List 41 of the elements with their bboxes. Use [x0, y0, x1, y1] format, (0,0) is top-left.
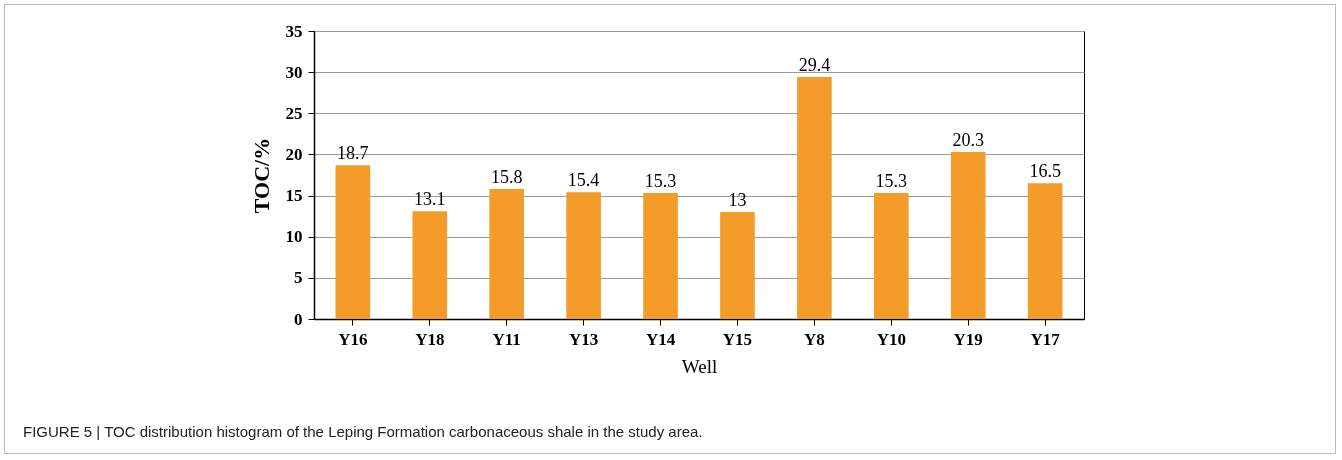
x-tick-label: Y13 [568, 329, 599, 349]
x-tick-label: Y18 [415, 329, 445, 349]
data-label: 15.3 [875, 171, 908, 192]
y-axis-title: TOC/% [248, 137, 274, 214]
x-tick-label: Y17 [1030, 329, 1061, 349]
x-tick-label: Y8 [803, 329, 825, 349]
bar [720, 212, 755, 319]
data-label: 13.1 [414, 189, 446, 210]
bar [489, 188, 524, 319]
y-tick-label: 25 [285, 103, 303, 123]
data-label: 13 [728, 190, 747, 211]
y-tick-label: 15 [285, 186, 303, 206]
bar [643, 193, 678, 319]
y-tick-label: 30 [285, 62, 303, 82]
bar [950, 151, 986, 319]
y-tick-label: 35 [285, 21, 303, 41]
bar [874, 193, 909, 319]
x-axis-title: Well [681, 355, 718, 377]
data-label: 15.4 [567, 170, 600, 191]
x-tick-label: Y10 [876, 329, 906, 349]
y-tick-label: 20 [285, 144, 303, 164]
bar [335, 165, 371, 319]
data-label: 16.5 [1029, 161, 1061, 182]
bar [412, 211, 448, 319]
data-label: 18.7 [337, 143, 369, 164]
data-label: 29.4 [798, 55, 831, 76]
bar [797, 77, 832, 319]
bar [1027, 183, 1063, 319]
data-label: 15.3 [644, 171, 677, 192]
x-tick-label: Y19 [953, 329, 983, 349]
x-tick-label: Y11 [492, 329, 521, 349]
x-tick-label: Y14 [645, 329, 676, 349]
y-tick-label: 5 [294, 268, 303, 288]
caption: FIGURE 5 | TOC distribution histogram of the Leping Formation carbonaceous shale in the study area. [23, 423, 703, 440]
y-tick-label: 10 [285, 227, 303, 247]
x-tick-label: Y15 [722, 329, 753, 349]
data-label: 15.8 [490, 166, 523, 187]
y-tick-label: 0 [294, 309, 303, 329]
data-label: 20.3 [952, 129, 984, 150]
x-tick-label: Y16 [338, 329, 368, 349]
bar [566, 192, 601, 319]
